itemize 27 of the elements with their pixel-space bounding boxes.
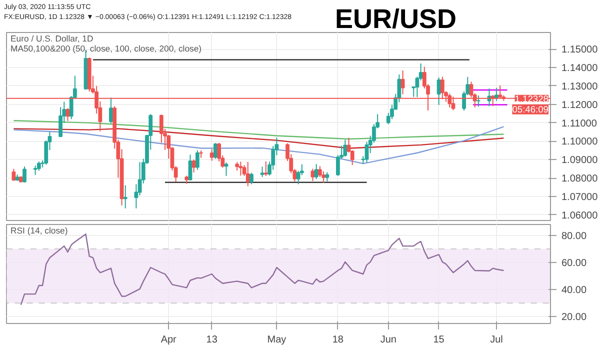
y-tick-label: 1.09000 [562,155,598,166]
y-tick-label: 1.07000 [562,192,598,204]
annotation: 05:46:09 [512,104,548,114]
x-tick-label: May [267,334,286,346]
annotation: MA50,100&200 (50, close, 100, close, 200, close) [10,44,202,54]
x-tick-label: 15 [433,334,445,346]
ref-line-label: 1.12328 [514,94,549,104]
y-tick-label: 1.15000 [562,44,598,56]
y-tick-label: 1.06000 [562,210,598,222]
chart-title: EUR/USD [335,3,457,36]
y-tick-label: 60.00 [562,258,587,269]
x-tick-label: Jul [490,334,503,346]
y-tick-label: 1.10000 [562,136,598,148]
y-tick-label: 1.11000 [562,118,598,130]
y-tick-label: 1.14000 [562,63,598,74]
chart-title: RSI (14, close) [10,226,68,236]
y-tick-label: 1.13000 [562,81,598,92]
x-tick-label: Apr [160,334,178,346]
y-tick-label: 80.00 [562,230,587,242]
x-tick-label: Jun [380,334,396,346]
x-tick-label: 18 [332,334,344,346]
y-tick-label: 40.00 [562,285,587,296]
y-tick-label: 20.00 [562,312,587,324]
y-tick-label: 1.08000 [562,174,598,185]
annotation: Euro / U.S. Dollar, 1D [10,34,94,44]
x-tick-label: 13 [206,334,218,346]
y-tick-label: 1.12000 [562,100,598,111]
